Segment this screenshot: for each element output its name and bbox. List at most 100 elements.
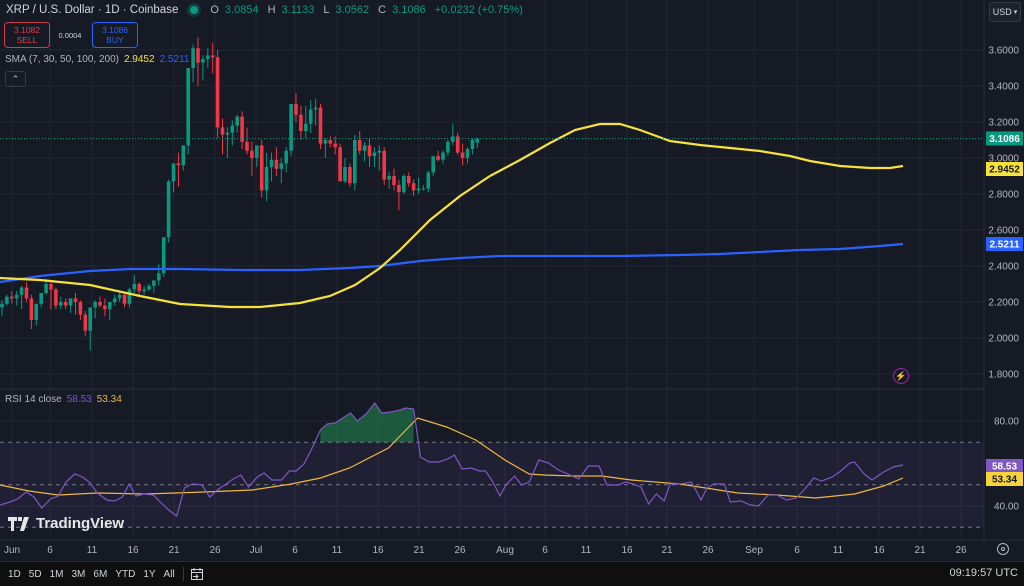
high-label: H xyxy=(267,4,276,16)
candlestick-series xyxy=(0,37,480,351)
toolbar-divider xyxy=(182,567,184,581)
range-1y[interactable]: 1Y xyxy=(143,568,156,580)
price-tick: 3.4000 xyxy=(988,82,1019,93)
time-tick: 16 xyxy=(873,545,885,556)
price-axis[interactable]: 3.6000 3.4000 3.2000 3.0000 2.8000 2.6000 2.40… xyxy=(988,46,1019,381)
rsi-band xyxy=(0,441,984,528)
range-3m[interactable]: 3M xyxy=(71,568,86,580)
open-label: O xyxy=(210,4,219,16)
market-status-icon[interactable] xyxy=(190,6,199,14)
lightning-icon[interactable]: ⚡ xyxy=(893,368,909,384)
time-tick: 11 xyxy=(833,545,844,556)
price-tick: 3.6000 xyxy=(988,46,1019,57)
sma-legend[interactable]: SMA (7, 30, 50, 100, 200) 2.9452 2.5211 xyxy=(5,54,189,65)
price-tick: 2.6000 xyxy=(988,226,1019,237)
time-tick: 6 xyxy=(542,545,548,556)
rsi-badge-2 xyxy=(986,472,1023,486)
open-value: 3.0854 xyxy=(224,4,259,16)
collapse-legend-button[interactable]: ⌃ xyxy=(5,71,26,87)
time-tick: 21 xyxy=(661,545,673,556)
range-ytd[interactable]: YTD xyxy=(115,568,136,580)
sell-label: SELL xyxy=(16,35,38,45)
chevron-up-icon: ⌃ xyxy=(11,73,20,84)
calendar-goto-icon[interactable] xyxy=(190,567,204,581)
svg-text:3.1086: 3.1086 xyxy=(989,134,1020,145)
low-value: 3.0562 xyxy=(335,4,370,16)
price-badges: 3.1086 2.9452 2.5211 58.53 53.34 xyxy=(986,131,1023,486)
time-tick: 11 xyxy=(332,545,343,556)
price-tick: 2.2000 xyxy=(988,298,1019,309)
time-tick: 11 xyxy=(581,545,592,556)
price-tick: 1.8000 xyxy=(988,370,1019,381)
low-label: L xyxy=(323,4,330,16)
price-tick: 2.4000 xyxy=(988,262,1019,273)
close-label: C xyxy=(378,4,387,16)
buy-label: BUY xyxy=(106,35,124,45)
rsi-lines xyxy=(0,401,904,517)
grid-lines xyxy=(0,0,984,540)
time-tick: 21 xyxy=(914,545,926,556)
tradingview-logo[interactable]: TradingView xyxy=(8,515,124,532)
sma-lines xyxy=(0,122,904,309)
close-value: 3.1086 xyxy=(392,4,426,16)
time-tick: Aug xyxy=(496,545,514,556)
rsi-legend[interactable]: RSI 14 close 58.53 53.34 xyxy=(5,394,122,405)
tradingview-logo-icon xyxy=(8,516,29,531)
rsi-value-1: 58.53 xyxy=(66,394,92,405)
price-tick: 2.0000 xyxy=(988,334,1019,345)
time-tick: 6 xyxy=(292,545,298,556)
sell-button[interactable]: 3.1082 SELL xyxy=(4,22,50,48)
utc-clock[interactable]: 09:19:57 UTC xyxy=(949,567,1018,579)
bottom-toolbar: 1D 5D 1M 3M 6M YTD 1Y All 09:19:57 UTC xyxy=(0,561,1024,586)
symbol-title[interactable]: XRP / U.S. Dollar · 1D · Coinbase xyxy=(6,4,179,16)
settings-gear-icon[interactable] xyxy=(997,543,1009,555)
time-tick: 16 xyxy=(621,545,633,556)
price-tick: 3.0000 xyxy=(988,154,1019,165)
sma-label: SMA (7, 30, 50, 100, 200) xyxy=(5,54,119,65)
rsi-tick: 80.00 xyxy=(994,417,1019,428)
time-axis[interactable]: Jun 6 11 16 21 26 Jul 6 11 16 21 26 Aug 6 11 16 21 26 Sep 6… xyxy=(4,545,967,556)
range-1m[interactable]: 1M xyxy=(49,568,64,580)
rsi-axis[interactable]: 80.00 40.00 xyxy=(994,417,1019,513)
time-tick: 26 xyxy=(454,545,466,556)
time-tick: 26 xyxy=(702,545,714,556)
spread-value: 0.0004 xyxy=(58,30,82,40)
time-tick: 16 xyxy=(127,545,139,556)
rsi-tick: 40.00 xyxy=(994,502,1019,513)
sma-badge-1 xyxy=(986,162,1023,176)
high-value: 3.1133 xyxy=(281,4,315,16)
svg-text:2.9452: 2.9452 xyxy=(989,165,1020,176)
price-tick: 3.2000 xyxy=(988,118,1019,129)
chart-canvas[interactable]: 3.6000 3.4000 3.2000 3.0000 2.8000 2.6000 2.40… xyxy=(0,0,1024,561)
time-tick: 11 xyxy=(87,545,98,556)
rsi-label: RSI 14 close xyxy=(5,394,62,405)
currency-label: USD xyxy=(992,7,1012,17)
trade-buttons: 3.1082 SELL 0.0004 3.1086 BUY xyxy=(4,22,138,48)
buy-price: 3.1086 xyxy=(102,25,128,35)
time-tick: 26 xyxy=(209,545,221,556)
time-tick: 21 xyxy=(168,545,180,556)
range-all[interactable]: All xyxy=(163,568,175,580)
svg-text:58.53: 58.53 xyxy=(992,462,1017,473)
range-1d[interactable]: 1D xyxy=(8,568,21,580)
rsi-value-2: 53.34 xyxy=(96,394,122,405)
range-5d[interactable]: 5D xyxy=(28,568,42,580)
last-price-badge xyxy=(986,131,1023,146)
change-value: +0.0232 (+0.75%) xyxy=(434,4,523,16)
currency-selector[interactable]: USD ▾ xyxy=(989,2,1021,22)
price-tick: 2.8000 xyxy=(988,190,1019,201)
date-range-buttons: 1D 5D 1M 3M 6M YTD 1Y All xyxy=(4,569,179,580)
time-tick: 6 xyxy=(794,545,800,556)
logo-text: TradingView xyxy=(36,515,125,532)
sell-price: 3.1082 xyxy=(14,25,40,35)
sma-badge-2 xyxy=(986,237,1023,251)
svg-text:53.34: 53.34 xyxy=(992,475,1017,486)
time-tick: Sep xyxy=(745,545,763,556)
svg-text:2.5211: 2.5211 xyxy=(989,240,1019,251)
sma-value-2: 2.5211 xyxy=(159,54,190,65)
buy-button[interactable]: 3.1086 BUY xyxy=(92,22,138,48)
rsi-badge-1 xyxy=(986,459,1023,473)
symbol-legend: XRP / U.S. Dollar · 1D · Coinbase O 3.085… xyxy=(6,4,526,16)
range-6m[interactable]: 6M xyxy=(93,568,108,580)
chevron-down-icon: ▾ xyxy=(1013,9,1018,16)
